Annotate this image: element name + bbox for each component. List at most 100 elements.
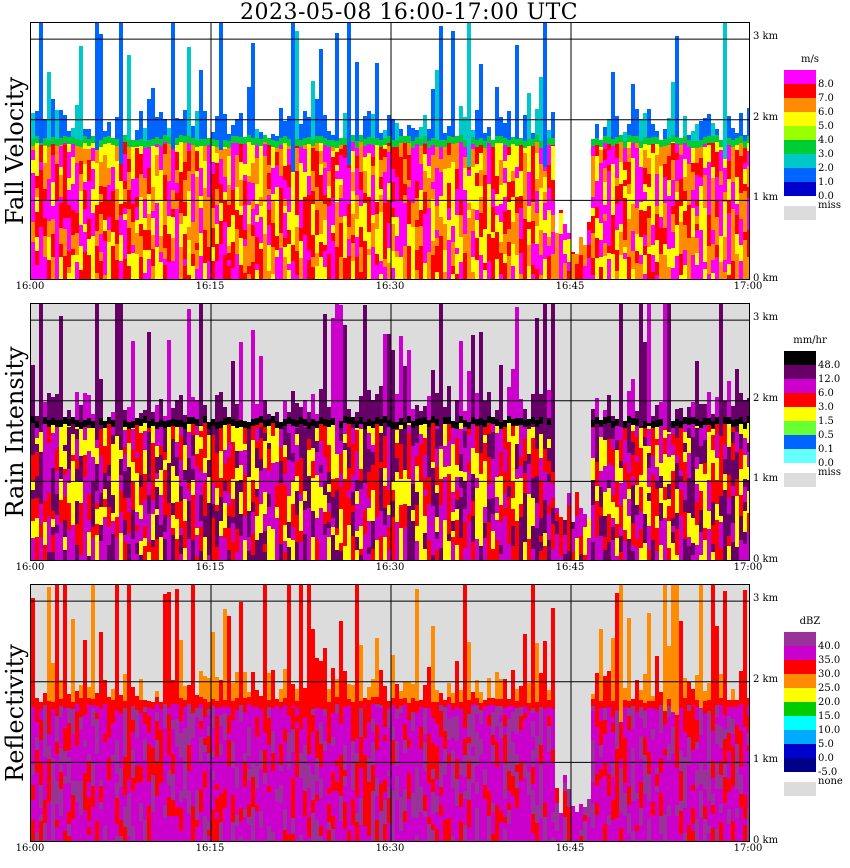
heatmap-cell <box>691 147 695 163</box>
heatmap-cell <box>55 455 59 471</box>
heatmap-cell <box>55 715 59 742</box>
snow-echo-cell <box>447 683 451 697</box>
heatmap-cell <box>327 788 331 794</box>
heatmap-cell <box>631 442 635 455</box>
heatmap-cell <box>243 205 247 230</box>
heatmap-cell <box>31 538 35 560</box>
heatmap-cell <box>535 426 539 449</box>
snow-echo-cell <box>347 409 351 417</box>
heatmap-cell <box>727 498 731 514</box>
snow-echo-cell <box>479 332 483 418</box>
melting-layer-cell <box>691 417 695 424</box>
heatmap-cell <box>683 177 687 191</box>
heatmap-cell <box>547 165 551 188</box>
heatmap-cell <box>687 205 691 228</box>
melting-layer-cell <box>731 420 735 427</box>
heatmap-cell <box>211 504 215 518</box>
heatmap-cell <box>387 183 391 201</box>
heatmap-cell <box>187 527 191 539</box>
heatmap-cell <box>419 773 423 787</box>
heatmap-cell <box>67 237 71 251</box>
heatmap-cell <box>607 150 611 165</box>
snow-echo-cell <box>95 304 99 440</box>
heatmap-cell <box>619 200 623 224</box>
heatmap-cell <box>691 172 695 190</box>
heatmap-cell <box>243 239 247 246</box>
snow-echo-cell <box>95 23 99 150</box>
heatmap-cell <box>267 245 271 271</box>
heatmap-cell <box>295 227 299 251</box>
heatmap-cell <box>223 789 227 808</box>
heatmap-cell <box>87 219 91 239</box>
heatmap-cell <box>391 541 395 560</box>
snow-echo-cell <box>239 602 243 698</box>
melting-layer-cell <box>391 140 395 147</box>
heatmap-cell <box>371 445 375 452</box>
heatmap-cell <box>303 197 307 221</box>
heatmap-cell <box>51 206 55 219</box>
heatmap-cell <box>271 715 275 731</box>
heatmap-cell <box>343 533 347 546</box>
melting-layer-cell <box>67 701 71 708</box>
heatmap-cell <box>147 168 151 194</box>
heatmap-cell <box>359 526 363 549</box>
heatmap-cell <box>295 476 299 491</box>
melting-layer-cell <box>299 140 303 147</box>
heatmap-cell <box>247 205 251 224</box>
heatmap-cell <box>151 727 155 748</box>
snow-echo-cell <box>431 626 435 702</box>
heatmap-cell <box>51 527 55 535</box>
melting-layer-cell <box>311 702 315 709</box>
heatmap-cell <box>503 144 507 161</box>
heatmap-cell <box>171 238 175 261</box>
heatmap-cell <box>607 143 611 150</box>
heatmap-cell <box>135 750 139 766</box>
heatmap-cell <box>263 179 267 202</box>
melting-layer-cell <box>259 702 263 709</box>
melting-layer-cell <box>131 699 135 706</box>
heatmap-cell <box>391 258 395 268</box>
heatmap-cell <box>335 735 339 744</box>
melting-layer-cell <box>259 416 263 423</box>
heatmap-cell <box>199 187 203 196</box>
heatmap-cell <box>603 550 607 560</box>
heatmap-cell <box>103 717 107 734</box>
heatmap-cell <box>443 477 447 488</box>
heatmap-cell <box>419 272 423 279</box>
heatmap-cell <box>35 706 39 722</box>
heatmap-cell <box>307 788 311 802</box>
heatmap-cell <box>347 204 351 227</box>
heatmap-cell <box>239 451 243 465</box>
heatmap-cell <box>747 187 749 198</box>
heatmap-cell <box>367 521 371 541</box>
heatmap-cell <box>511 197 515 222</box>
snow-echo-cell <box>683 116 687 136</box>
heatmap-cell <box>303 816 307 833</box>
heatmap-cell <box>655 516 659 528</box>
heatmap-cell <box>95 273 99 279</box>
heatmap-cell <box>331 151 335 157</box>
heatmap-cell <box>691 487 695 500</box>
heatmap-cell <box>95 524 99 535</box>
heatmap-cell <box>731 432 735 443</box>
heatmap-cell <box>47 472 51 482</box>
snow-echo-cell <box>83 129 87 136</box>
heatmap-cell <box>507 182 511 202</box>
chart-title: 2023-05-08 16:00-17:00 UTC <box>240 0 579 25</box>
heatmap-cell <box>255 489 259 497</box>
heatmap-cell <box>215 153 219 163</box>
heatmap-cell <box>731 240 735 261</box>
heatmap-cell <box>255 532 259 540</box>
heatmap-cell <box>343 479 347 496</box>
heatmap-cell <box>663 145 667 164</box>
heatmap-cell <box>83 715 87 740</box>
melting-layer-cell <box>447 136 451 143</box>
heatmap-cell <box>323 245 327 251</box>
heatmap-cell <box>611 439 615 449</box>
snow-echo-cell <box>219 680 223 700</box>
heatmap-cell <box>247 825 251 841</box>
heatmap-cell <box>383 756 387 779</box>
heatmap-cell <box>215 812 219 819</box>
heatmap-cell <box>591 511 595 523</box>
heatmap-cell <box>263 258 267 279</box>
